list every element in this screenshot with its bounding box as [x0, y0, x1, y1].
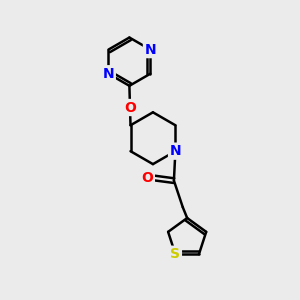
- Text: N: N: [145, 43, 156, 57]
- Text: N: N: [103, 67, 114, 81]
- Text: O: O: [124, 100, 136, 115]
- Text: O: O: [142, 171, 153, 185]
- Text: S: S: [170, 247, 180, 261]
- Text: N: N: [169, 144, 181, 158]
